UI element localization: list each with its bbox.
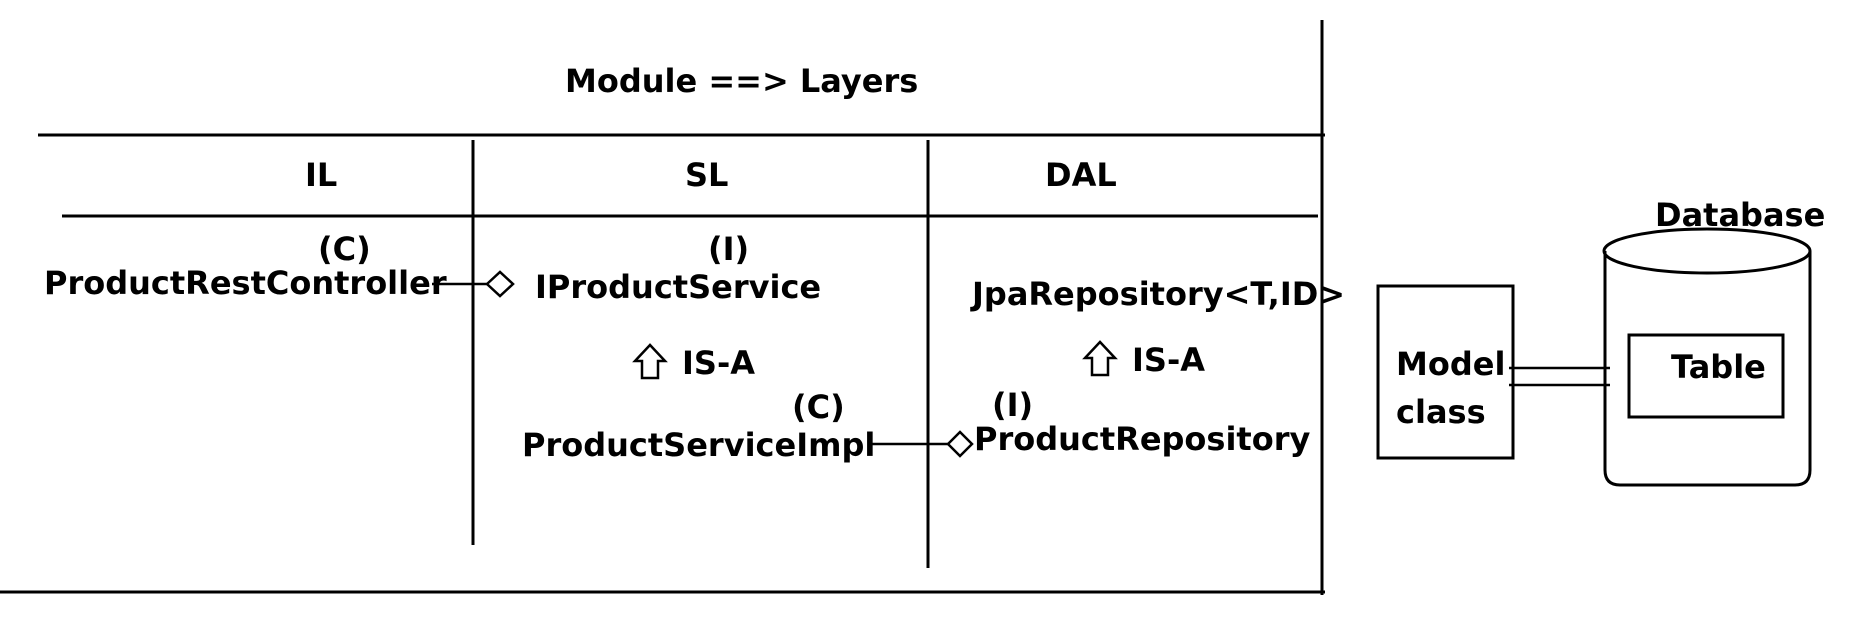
- layer-header-sl: SL: [685, 156, 728, 194]
- database-cylinder-top: [1602, 227, 1812, 275]
- layer-header-dal: DAL: [1045, 156, 1117, 194]
- product-repository-name: ProductRepository: [974, 420, 1310, 458]
- model-class-label-line2: class: [1396, 393, 1486, 431]
- controller-name: ProductRestController: [44, 264, 447, 302]
- diagram-title: Module ==> Layers: [565, 62, 918, 100]
- dal-is-a-arrow-icon: [1082, 340, 1118, 377]
- layer-header-il: IL: [305, 156, 337, 194]
- service-impl-aggregation-diamond-icon: [946, 430, 974, 458]
- database-cylinder-icon: [1603, 251, 1812, 487]
- dal-is-a-label: IS-A: [1132, 341, 1205, 379]
- table-label: Table: [1671, 348, 1766, 386]
- service-interface-name: IProductService: [535, 268, 821, 306]
- table-box: [1627, 333, 1785, 419]
- jpa-repository-name: JpaRepository<T,ID>: [970, 275, 1345, 313]
- controller-aggregation-diamond-icon: [485, 270, 515, 298]
- service-impl-tag: (C): [792, 388, 845, 426]
- service-impl-name: ProductServiceImpl: [522, 426, 875, 464]
- sl-is-a-arrow-icon: [632, 343, 668, 380]
- sl-is-a-label: IS-A: [682, 344, 755, 382]
- model-class-box: [1376, 284, 1515, 460]
- model-class-label-line1: Model: [1396, 345, 1505, 383]
- controller-type-tag: (C): [318, 230, 371, 268]
- database-label: Database: [1655, 196, 1825, 234]
- service-interface-tag: (I): [708, 230, 749, 268]
- repository-type-tag: (I): [992, 386, 1033, 424]
